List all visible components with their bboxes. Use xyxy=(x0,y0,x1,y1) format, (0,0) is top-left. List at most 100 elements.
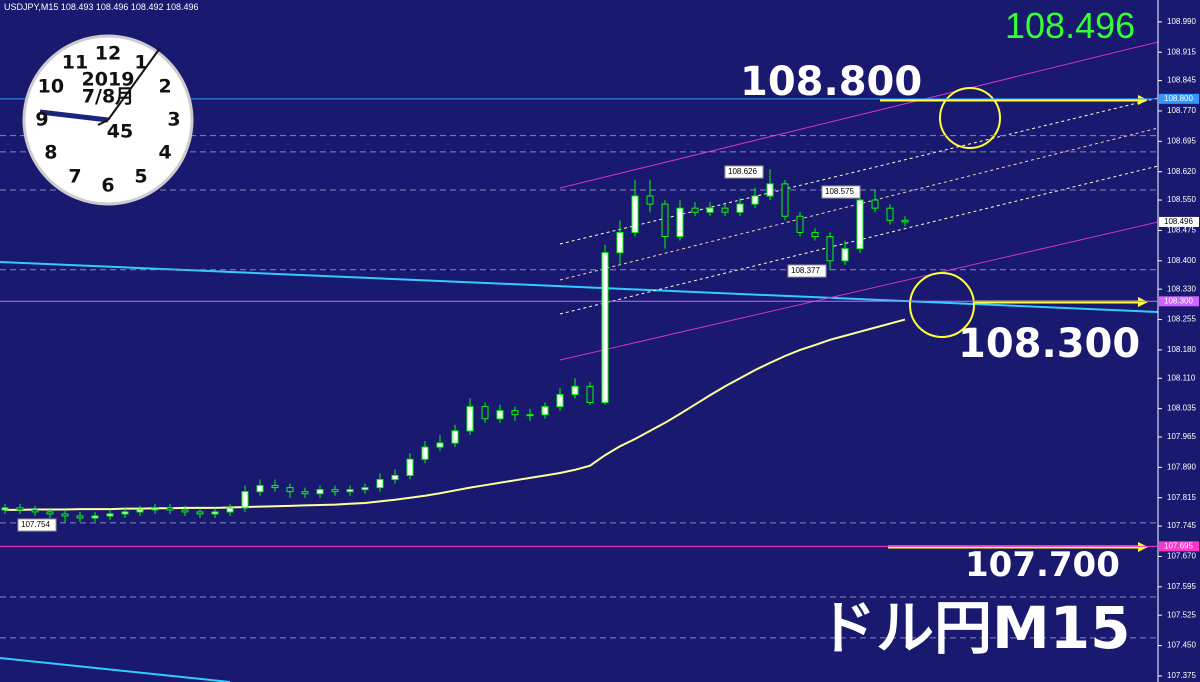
price-box xyxy=(1159,296,1199,307)
chart-header: USDJPY,M15 108.493 108.496 108.492 108.4… xyxy=(4,2,199,12)
price-box xyxy=(1159,216,1199,227)
y-tick-label: 108.110 xyxy=(1167,373,1196,382)
price-label: 108.626 xyxy=(728,167,757,176)
y-tick-label: 108.550 xyxy=(1167,195,1196,204)
y-tick-label: 107.745 xyxy=(1167,521,1196,530)
y-tick-label: 107.595 xyxy=(1167,582,1196,591)
clock-number: 2 xyxy=(159,76,172,98)
clock-year: 2019 xyxy=(82,69,135,91)
candle-body xyxy=(361,487,369,491)
clock-number: 10 xyxy=(38,76,64,98)
trend-line xyxy=(0,261,1159,313)
candle-body xyxy=(16,507,24,511)
clock-date: 7/8月 xyxy=(82,86,134,108)
candle-body xyxy=(121,511,129,515)
clock-number: 9 xyxy=(35,109,48,131)
clock-number: 5 xyxy=(134,166,147,188)
arrow-head xyxy=(1138,95,1148,105)
candle-body xyxy=(706,207,714,213)
candle-body xyxy=(781,183,789,217)
candle-body xyxy=(616,231,624,254)
candle-body xyxy=(451,430,459,444)
candle-body xyxy=(271,485,279,489)
clock-minutes: 45 xyxy=(107,121,133,143)
candle-body xyxy=(211,511,219,515)
y-tick-label: 108.770 xyxy=(1167,106,1196,115)
clock-hand xyxy=(107,47,161,121)
price-box xyxy=(1159,541,1199,552)
y-tick-label: 107.890 xyxy=(1167,462,1196,471)
clock-number: 4 xyxy=(159,142,172,164)
candle-body xyxy=(676,207,684,238)
y-tick-label: 108.180 xyxy=(1167,345,1196,354)
candle-body xyxy=(151,507,159,511)
candle-body xyxy=(871,199,879,209)
candle-body xyxy=(226,507,234,513)
candle-body xyxy=(436,442,444,448)
candle-body xyxy=(481,406,489,420)
clock-number: 12 xyxy=(95,43,121,65)
candle-body xyxy=(691,207,699,213)
candle-body xyxy=(541,406,549,416)
candle-body xyxy=(241,491,249,509)
price-label-box xyxy=(787,264,827,278)
price-label-box xyxy=(821,185,861,199)
candle-body xyxy=(166,507,174,511)
candle-body xyxy=(751,195,759,205)
candle-body xyxy=(31,509,39,513)
channel-line xyxy=(559,221,1159,361)
y-tick-label: 107.525 xyxy=(1167,610,1196,619)
candle-body xyxy=(421,446,429,460)
price-label: 107.754 xyxy=(21,520,50,529)
candle-body xyxy=(46,511,54,515)
clock-number: 8 xyxy=(44,142,57,164)
candle-body xyxy=(571,385,579,395)
channel-line xyxy=(559,41,1159,189)
candle-body xyxy=(856,199,864,250)
clock-number: 7 xyxy=(68,166,81,188)
y-tick-label: 108.990 xyxy=(1167,17,1196,26)
candle-body xyxy=(331,489,339,493)
candle-body xyxy=(841,248,849,262)
y-tick-label: 108.330 xyxy=(1167,284,1196,293)
y-tick-label: 108.915 xyxy=(1167,47,1196,56)
channel-line xyxy=(559,97,1159,245)
candle-body xyxy=(661,203,669,238)
candle-body xyxy=(601,252,609,404)
candle-body xyxy=(76,515,84,519)
candle-body xyxy=(286,487,294,493)
candle-body xyxy=(391,474,399,481)
candle-body xyxy=(181,509,189,513)
candle-body xyxy=(61,513,69,517)
candle-body xyxy=(256,485,264,493)
y-tick-label: 108.845 xyxy=(1167,76,1196,85)
clock-number: 6 xyxy=(101,175,114,197)
candle-body xyxy=(736,203,744,213)
y-tick-label: 108.255 xyxy=(1167,315,1196,324)
candle-body xyxy=(511,410,519,416)
candle-body xyxy=(796,215,804,233)
candle-body xyxy=(886,207,894,221)
y-tick-label: 108.475 xyxy=(1167,226,1196,235)
clock-hand xyxy=(97,119,109,126)
clock-number: 11 xyxy=(62,51,88,73)
y-tick-label: 107.450 xyxy=(1167,641,1196,650)
annotation: 107.700 xyxy=(965,545,1120,585)
candle-body xyxy=(586,385,594,404)
candle-body xyxy=(901,219,909,223)
y-tick-label: 108.695 xyxy=(1167,136,1196,145)
candle-body xyxy=(1,507,9,511)
candle-body xyxy=(466,406,474,432)
candle-body xyxy=(811,231,819,238)
last-price: 108.496 xyxy=(1005,5,1135,46)
candle-body xyxy=(196,511,204,515)
candle-body xyxy=(526,414,534,417)
candle-body xyxy=(646,195,654,205)
candle-body xyxy=(301,491,309,495)
price-box-label: 108.496 xyxy=(1164,217,1193,226)
candle-body xyxy=(721,207,729,213)
price-label: 108.377 xyxy=(791,266,820,275)
y-tick-label: 107.965 xyxy=(1167,432,1196,441)
